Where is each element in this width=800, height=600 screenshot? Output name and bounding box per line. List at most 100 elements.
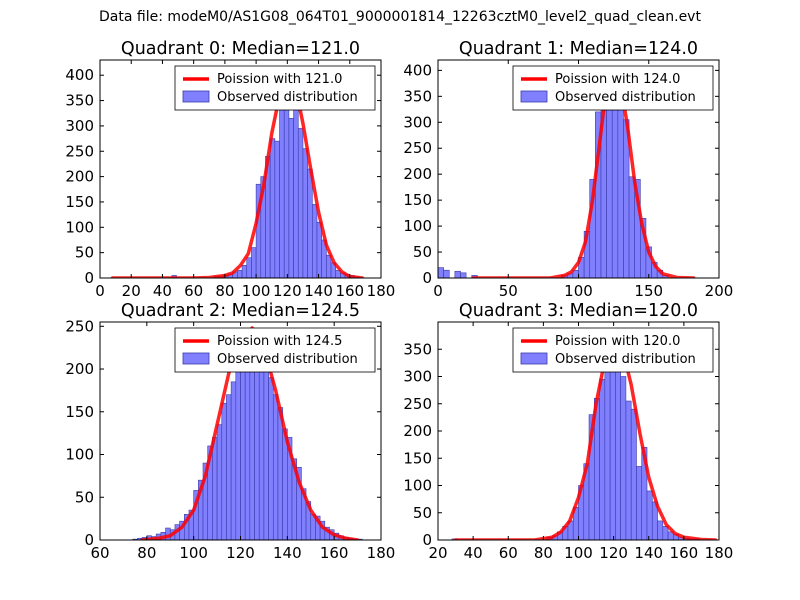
legend-box: [174, 65, 376, 111]
y-tick-label: 250: [403, 139, 432, 157]
histogram-bar: [312, 204, 318, 278]
histogram-bar: [443, 269, 450, 278]
x-tick-label: 160: [335, 282, 364, 300]
x-tick-label: 180: [367, 282, 396, 300]
y-tick-label: 150: [403, 191, 432, 209]
histogram-bar: [235, 368, 241, 540]
histogram-bar: [246, 257, 252, 278]
y-tick-label: 250: [65, 142, 94, 160]
legend-box: [174, 327, 376, 373]
y-tick-label: 200: [403, 422, 432, 440]
legend: Poission with 124.0 Observed distribution: [512, 65, 714, 111]
legend-line-label: Poission with 120.0: [555, 334, 680, 349]
chart-panel-2: 60 80 100 120 140 160 180 0 50 100 150 200 250 Quadra…: [65, 301, 395, 562]
x-tick-label: 80: [215, 282, 234, 300]
y-tick-label: 250: [403, 395, 432, 413]
x-tick-label: 60: [499, 544, 518, 562]
chart-panel-1: 0 50 100 150 200 0 50 100 150 200 250 300 350 400 Quad…: [403, 39, 733, 300]
y-tick-label: 350: [403, 87, 432, 105]
histogram-bar: [609, 359, 616, 540]
legend-bar-label: Observed distribution: [555, 90, 696, 105]
y-tick-label: 100: [65, 218, 94, 236]
chart-panel-3: 20 40 60 80 100 120 140 160 180 0 50 100 150 200 250 30…: [403, 301, 733, 562]
y-tick-label: 400: [65, 66, 94, 84]
histogram-bar: [599, 378, 606, 540]
y-tick-label: 150: [65, 193, 94, 211]
x-tick-label: 140: [273, 544, 302, 562]
legend-line-label: Poission with 124.0: [555, 72, 680, 87]
histogram-bar: [249, 368, 255, 540]
y-tick-label: 100: [65, 446, 94, 464]
x-tick-label: 160: [320, 544, 349, 562]
x-tick-label: 140: [304, 282, 333, 300]
legend-line-label: Poission with 124.5: [217, 334, 342, 349]
y-tick-label: 150: [403, 449, 432, 467]
histogram-bar: [230, 381, 237, 540]
x-tick-label: 60: [184, 282, 203, 300]
x-tick-label: 20: [122, 282, 141, 300]
x-tick-label: 180: [705, 544, 734, 562]
y-tick-label: 50: [413, 504, 432, 522]
y-tick-label: 100: [403, 477, 432, 495]
histogram-bar: [277, 407, 283, 540]
histogram-bar: [279, 107, 285, 278]
x-tick-label: 40: [464, 544, 483, 562]
y-tick-label: 100: [403, 217, 432, 235]
legend-bar-swatch: [520, 352, 548, 365]
histogram-bar: [615, 370, 621, 540]
histogram-bar: [216, 424, 223, 540]
chart-title: Quadrant 3: Median=120.0: [459, 301, 698, 321]
y-tick-label: 200: [65, 168, 94, 186]
histogram-bar: [226, 394, 232, 540]
y-tick-label: 50: [75, 488, 94, 506]
histogram-bar: [454, 270, 461, 278]
histogram-bar: [326, 254, 332, 278]
histogram-bar: [316, 221, 322, 278]
x-tick-label: 140: [634, 544, 663, 562]
histogram-bar: [269, 138, 276, 278]
chart-title: Quadrant 2: Median=124.5: [121, 301, 360, 321]
x-tick-label: 80: [137, 544, 156, 562]
legend-bar-label: Observed distribution: [217, 90, 358, 105]
legend: Poission with 124.5 Observed distribution: [174, 327, 376, 373]
y-tick-label: 250: [65, 317, 94, 335]
axes-frame: [99, 59, 382, 279]
x-tick-label: 0: [95, 282, 105, 300]
histogram-bar: [625, 400, 632, 540]
x-tick-label: 150: [634, 282, 663, 300]
histogram-bar: [657, 520, 664, 540]
x-tick-label: 120: [273, 282, 302, 300]
histogram-bar: [241, 265, 248, 278]
y-tick-label: 350: [65, 92, 94, 110]
legend: Poission with 120.0 Observed distribution: [512, 327, 714, 373]
y-tick-label: 300: [403, 113, 432, 131]
histogram-bar: [604, 348, 611, 540]
x-tick-label: 60: [90, 544, 109, 562]
figure-suptitle: Data file: modeM0/AS1G08_064T01_90000018…: [99, 9, 701, 25]
histogram-bar: [302, 148, 308, 278]
x-tick-label: 100: [242, 282, 271, 300]
x-tick-label: 100: [179, 544, 208, 562]
histogram-bar: [620, 376, 627, 540]
y-tick-label: 200: [403, 165, 432, 183]
histogram-bar: [288, 118, 294, 278]
legend-box: [512, 327, 714, 373]
x-tick-label: 180: [367, 544, 396, 562]
chart-panel-0: 0 20 40 60 80 100 120 140 160 1800501001502002503…: [65, 39, 395, 300]
legend-bar-swatch: [520, 90, 548, 103]
x-tick-label: 40: [153, 282, 172, 300]
chart-title: Quadrant 1: Median=124.0: [459, 39, 698, 59]
y-tick-label: 300: [403, 368, 432, 386]
x-tick-label: 200: [705, 282, 734, 300]
histogram-bar: [297, 128, 304, 278]
histogram-bar: [662, 526, 669, 540]
histogram-bar: [646, 490, 653, 540]
histogram-bar: [460, 272, 467, 278]
y-tick-label: 200: [65, 360, 94, 378]
histogram-bar: [244, 360, 251, 540]
x-tick-label: 80: [534, 544, 553, 562]
histogram-bar: [628, 176, 636, 278]
legend-line-label: Poission with 121.0: [217, 72, 342, 87]
histogram-bar: [307, 168, 313, 278]
